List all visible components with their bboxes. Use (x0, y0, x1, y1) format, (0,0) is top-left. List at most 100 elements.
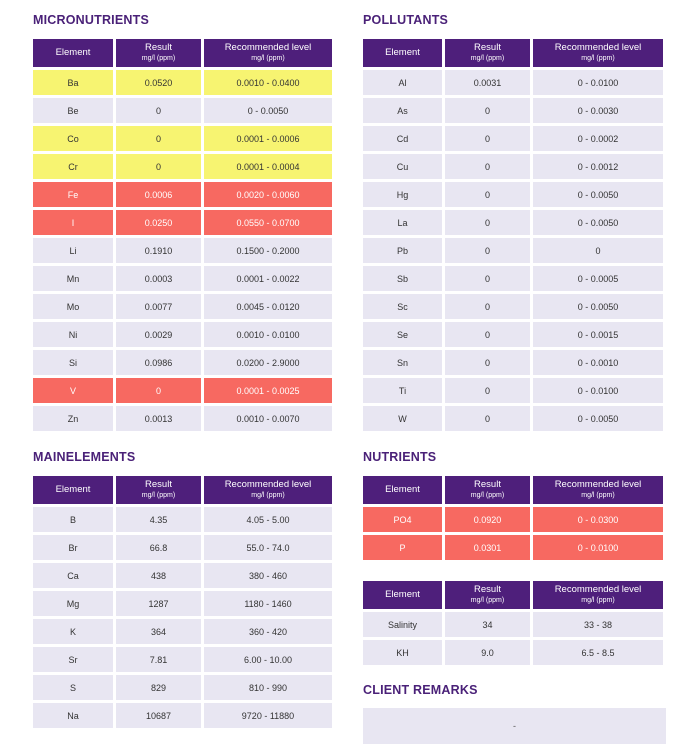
element-cell: Fe (33, 182, 113, 207)
table-row: Se 0 0 - 0.0015 (363, 322, 663, 347)
table-row: Ni 0.0029 0.0010 - 0.0100 (33, 322, 332, 347)
recommended-cell: 33 - 38 (533, 612, 663, 637)
element-cell: P (363, 535, 442, 560)
element-cell: Hg (363, 182, 442, 207)
element-cell: Sc (363, 294, 442, 319)
table-row: Mg 1287 1180 - 1460 (33, 591, 332, 616)
recommended-header: Recommended level mg/l (ppm) (204, 476, 332, 504)
result-cell: 0.0301 (445, 535, 530, 560)
result-cell: 0 (116, 378, 201, 403)
mainelements-title: MAINELEMENTS (33, 450, 136, 464)
element-cell: La (363, 210, 442, 235)
recommended-cell: 0 - 0.0050 (533, 210, 663, 235)
table-row: K 364 360 - 420 (33, 619, 332, 644)
recommended-cell: 0 - 0.0010 (533, 350, 663, 375)
element-cell: Li (33, 238, 113, 263)
result-cell: 0.0031 (445, 70, 530, 95)
recommended-cell: 0 (533, 238, 663, 263)
result-cell: 0.1910 (116, 238, 201, 263)
element-cell: Sr (33, 647, 113, 672)
recommended-cell: 0 - 0.0100 (533, 378, 663, 403)
micronutrients-section: MICRONUTRIENTS Element Result mg/l (ppm) … (33, 11, 335, 434)
element-header: Element (363, 476, 442, 504)
element-cell: Si (33, 350, 113, 375)
result-cell: 0 (445, 378, 530, 403)
water-parameters-section: Element Result mg/l (ppm) Recommended lev… (363, 578, 666, 668)
recommended-cell: 0.0550 - 0.0700 (204, 210, 332, 235)
table-row: Si 0.0986 0.0200 - 2.9000 (33, 350, 332, 375)
element-cell: Sb (363, 266, 442, 291)
table-row: Mo 0.0077 0.0045 - 0.0120 (33, 294, 332, 319)
recommended-cell: 0.0001 - 0.0022 (204, 266, 332, 291)
element-cell: B (33, 507, 113, 532)
result-cell: 66.8 (116, 535, 201, 560)
result-cell: 0.0920 (445, 507, 530, 532)
pollutants-section: POLLUTANTS Element Result mg/l (ppm) Reco… (363, 11, 666, 434)
element-cell: Co (33, 126, 113, 151)
element-cell: W (363, 406, 442, 431)
element-cell: V (33, 378, 113, 403)
element-cell: S (33, 675, 113, 700)
table-row: Hg 0 0 - 0.0050 (363, 182, 663, 207)
recommended-cell: 4.05 - 5.00 (204, 507, 332, 532)
table-row: Mn 0.0003 0.0001 - 0.0022 (33, 266, 332, 291)
recommended-cell: 0 - 0.0005 (533, 266, 663, 291)
table-row: Co 0 0.0001 - 0.0006 (33, 126, 332, 151)
pollutants-title: POLLUTANTS (363, 13, 449, 27)
table-row: Na 10687 9720 - 11880 (33, 703, 332, 728)
table-row: As 0 0 - 0.0030 (363, 98, 663, 123)
result-cell: 0 (445, 294, 530, 319)
element-cell: Se (363, 322, 442, 347)
result-cell: 0.0006 (116, 182, 201, 207)
table-row: Pb 0 0 (363, 238, 663, 263)
element-cell: Be (33, 98, 113, 123)
result-cell: 0 (445, 406, 530, 431)
table-row: Br 66.8 55.0 - 74.0 (33, 535, 332, 560)
recommended-cell: 0 - 0.0012 (533, 154, 663, 179)
element-cell: Ti (363, 378, 442, 403)
table-row: Cd 0 0 - 0.0002 (363, 126, 663, 151)
table-row: I 0.0250 0.0550 - 0.0700 (33, 210, 332, 235)
element-header: Element (33, 39, 113, 67)
recommended-cell: 0 - 0.0100 (533, 535, 663, 560)
mainelements-table: Element Result mg/l (ppm) Recommended lev… (30, 473, 335, 731)
result-cell: 829 (116, 675, 201, 700)
table-row: La 0 0 - 0.0050 (363, 210, 663, 235)
result-cell: 0.0986 (116, 350, 201, 375)
nutrients-table: Element Result mg/l (ppm) Recommended lev… (360, 473, 666, 563)
result-cell: 0.0003 (116, 266, 201, 291)
table-row: Ti 0 0 - 0.0100 (363, 378, 663, 403)
recommended-header: Recommended level mg/l (ppm) (204, 39, 332, 67)
result-cell: 0 (116, 98, 201, 123)
recommended-cell: 0.0010 - 0.0400 (204, 70, 332, 95)
result-cell: 0.0250 (116, 210, 201, 235)
element-cell: I (33, 210, 113, 235)
result-cell: 0 (116, 154, 201, 179)
table-row: S 829 810 - 990 (33, 675, 332, 700)
nutrients-title: NUTRIENTS (363, 450, 437, 464)
result-cell: 0.0013 (116, 406, 201, 431)
recommended-cell: 0 - 0.0050 (533, 182, 663, 207)
recommended-cell: 0 - 0.0050 (204, 98, 332, 123)
micronutrients-title: MICRONUTRIENTS (33, 13, 149, 27)
nutrients-section: NUTRIENTS Element Result mg/l (ppm) Recom… (363, 448, 666, 563)
table-row: Sn 0 0 - 0.0010 (363, 350, 663, 375)
result-header: Result mg/l (ppm) (116, 476, 201, 504)
result-cell: 0 (445, 350, 530, 375)
mainelements-section: MAINELEMENTS Element Result mg/l (ppm) Re… (33, 448, 335, 731)
table-row: Cu 0 0 - 0.0012 (363, 154, 663, 179)
element-cell: PO4 (363, 507, 442, 532)
table-row: Zn 0.0013 0.0010 - 0.0070 (33, 406, 332, 431)
result-cell: 0.0077 (116, 294, 201, 319)
table-row: Ba 0.0520 0.0010 - 0.0400 (33, 70, 332, 95)
element-cell: KH (363, 640, 442, 665)
result-cell: 0 (445, 210, 530, 235)
table-row: KH 9.0 6.5 - 8.5 (363, 640, 663, 665)
result-header: Result mg/l (ppm) (445, 476, 530, 504)
element-cell: Br (33, 535, 113, 560)
recommended-cell: 6.00 - 10.00 (204, 647, 332, 672)
recommended-header: Recommended level mg/l (ppm) (533, 39, 663, 67)
recommended-cell: 55.0 - 74.0 (204, 535, 332, 560)
recommended-cell: 0 - 0.0002 (533, 126, 663, 151)
element-cell: Ba (33, 70, 113, 95)
